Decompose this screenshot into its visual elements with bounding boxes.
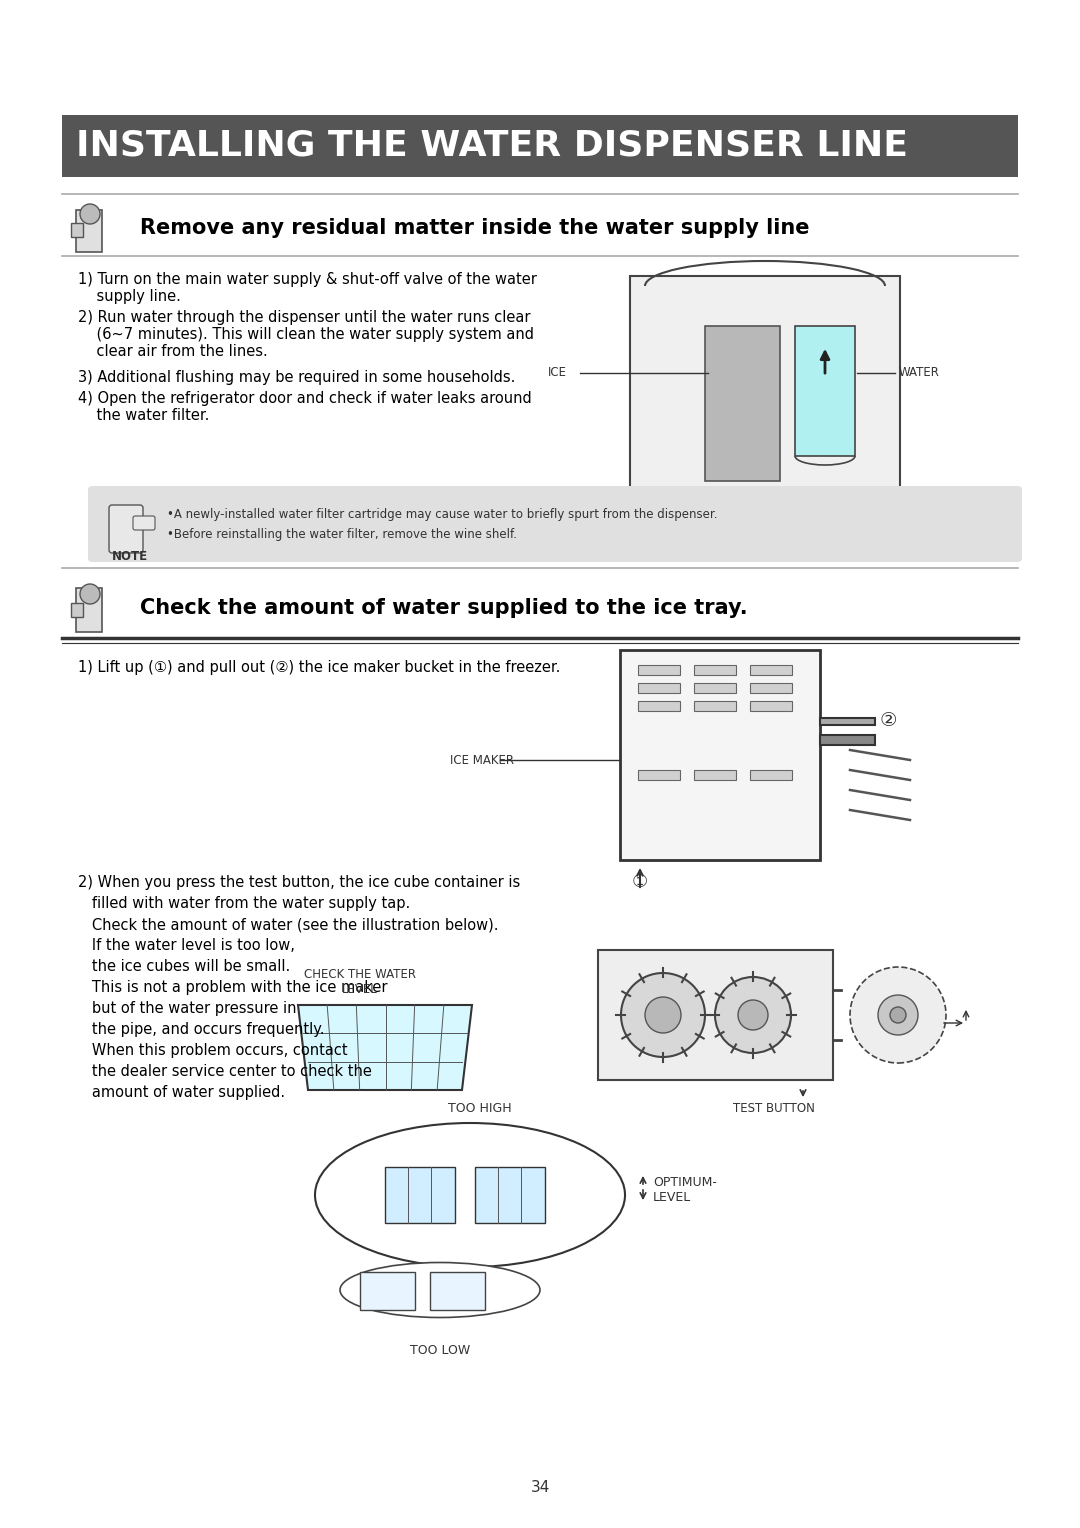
Text: 2) When you press the test button, the ice cube container is: 2) When you press the test button, the i…: [78, 876, 521, 889]
Circle shape: [621, 973, 705, 1057]
Text: •Before reinstalling the water filter, remove the wine shelf.: •Before reinstalling the water filter, r…: [167, 529, 517, 541]
Text: supply line.: supply line.: [78, 289, 180, 304]
Text: WATER: WATER: [899, 367, 940, 379]
FancyBboxPatch shape: [694, 770, 735, 779]
Polygon shape: [298, 1005, 472, 1089]
Text: the water filter.: the water filter.: [78, 408, 210, 423]
Text: TOO HIGH: TOO HIGH: [448, 1102, 512, 1115]
Text: but of the water pressure in: but of the water pressure in: [78, 1001, 297, 1016]
Circle shape: [890, 1007, 906, 1024]
Text: CHECK THE WATER
LEVEL: CHECK THE WATER LEVEL: [303, 969, 416, 996]
FancyBboxPatch shape: [71, 223, 83, 237]
FancyBboxPatch shape: [694, 683, 735, 694]
Text: TOO LOW: TOO LOW: [410, 1345, 470, 1357]
Text: 34: 34: [530, 1481, 550, 1496]
FancyBboxPatch shape: [795, 325, 855, 455]
Text: 4) Open the refrigerator door and check if water leaks around: 4) Open the refrigerator door and check …: [78, 391, 531, 406]
Circle shape: [80, 205, 100, 225]
FancyBboxPatch shape: [750, 683, 792, 694]
Text: Check the amount of water (see the illustration below).: Check the amount of water (see the illus…: [78, 917, 499, 932]
FancyBboxPatch shape: [109, 504, 143, 553]
Text: OPTIMUM-
LEVEL: OPTIMUM- LEVEL: [653, 1177, 717, 1204]
Text: ICE: ICE: [548, 367, 567, 379]
FancyBboxPatch shape: [638, 770, 680, 779]
Circle shape: [850, 967, 946, 1063]
FancyBboxPatch shape: [76, 588, 102, 633]
Text: If the water level is too low,: If the water level is too low,: [78, 938, 295, 953]
FancyBboxPatch shape: [430, 1271, 485, 1309]
Text: the pipe, and occurs frequently.: the pipe, and occurs frequently.: [78, 1022, 324, 1038]
Text: amount of water supplied.: amount of water supplied.: [78, 1085, 285, 1100]
Text: NOTE: NOTE: [112, 550, 148, 562]
Text: ICE MAKER: ICE MAKER: [450, 753, 514, 767]
FancyBboxPatch shape: [133, 516, 156, 530]
Ellipse shape: [340, 1262, 540, 1317]
FancyBboxPatch shape: [694, 665, 735, 675]
FancyBboxPatch shape: [638, 683, 680, 694]
Ellipse shape: [315, 1123, 625, 1267]
FancyBboxPatch shape: [750, 770, 792, 779]
FancyBboxPatch shape: [750, 665, 792, 675]
FancyBboxPatch shape: [87, 486, 1022, 562]
FancyBboxPatch shape: [598, 950, 833, 1080]
Text: 3) Additional flushing may be required in some households.: 3) Additional flushing may be required i…: [78, 370, 515, 385]
Polygon shape: [384, 1167, 455, 1222]
Text: •A newly-installed water filter cartridge may cause water to briefly spurt from : •A newly-installed water filter cartridg…: [167, 507, 717, 521]
FancyBboxPatch shape: [360, 1271, 415, 1309]
Polygon shape: [475, 1167, 545, 1222]
Text: filled with water from the water supply tap.: filled with water from the water supply …: [78, 895, 410, 911]
FancyBboxPatch shape: [62, 115, 1018, 177]
FancyBboxPatch shape: [820, 718, 875, 724]
FancyBboxPatch shape: [630, 277, 900, 490]
Text: Remove any residual matter inside the water supply line: Remove any residual matter inside the wa…: [140, 219, 810, 238]
FancyBboxPatch shape: [820, 735, 875, 746]
Text: 1) Lift up (①) and pull out (②) the ice maker bucket in the freezer.: 1) Lift up (①) and pull out (②) the ice …: [78, 660, 561, 675]
FancyBboxPatch shape: [638, 701, 680, 711]
FancyBboxPatch shape: [71, 604, 83, 617]
Text: clear air from the lines.: clear air from the lines.: [78, 344, 268, 359]
FancyBboxPatch shape: [638, 665, 680, 675]
Circle shape: [715, 976, 791, 1053]
Text: the dealer service center to check the: the dealer service center to check the: [78, 1063, 372, 1079]
FancyBboxPatch shape: [750, 701, 792, 711]
Text: TEST BUTTON: TEST BUTTON: [733, 1102, 815, 1115]
Text: This is not a problem with the ice maker: This is not a problem with the ice maker: [78, 979, 388, 995]
Text: ②: ②: [879, 711, 896, 729]
Circle shape: [645, 996, 681, 1033]
Text: the ice cubes will be small.: the ice cubes will be small.: [78, 960, 291, 973]
Circle shape: [878, 995, 918, 1034]
FancyBboxPatch shape: [620, 649, 820, 860]
Text: INSTALLING THE WATER DISPENSER LINE: INSTALLING THE WATER DISPENSER LINE: [76, 128, 908, 163]
FancyBboxPatch shape: [705, 325, 780, 481]
Text: (6~7 minutes). This will clean the water supply system and: (6~7 minutes). This will clean the water…: [78, 327, 534, 342]
Circle shape: [738, 999, 768, 1030]
Text: Check the amount of water supplied to the ice tray.: Check the amount of water supplied to th…: [140, 597, 747, 617]
Text: When this problem occurs, contact: When this problem occurs, contact: [78, 1044, 348, 1057]
FancyBboxPatch shape: [76, 209, 102, 252]
Circle shape: [80, 584, 100, 604]
Text: 2) Run water through the dispenser until the water runs clear: 2) Run water through the dispenser until…: [78, 310, 530, 325]
Text: ①: ①: [632, 872, 648, 891]
FancyBboxPatch shape: [694, 701, 735, 711]
Text: 1) Turn on the main water supply & shut-off valve of the water: 1) Turn on the main water supply & shut-…: [78, 272, 537, 287]
